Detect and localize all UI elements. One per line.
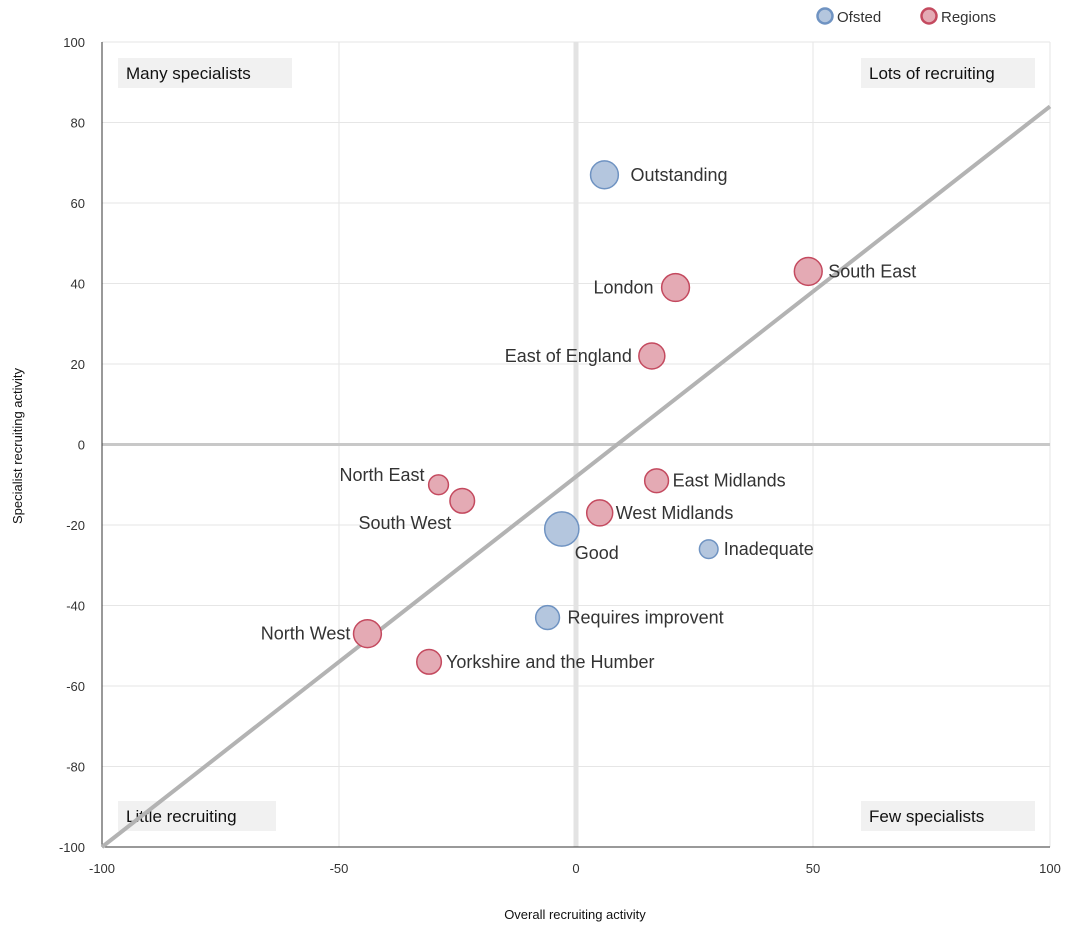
data-point [352, 619, 383, 649]
quadrant-label: Many specialists [126, 64, 251, 83]
quadrant-label: Lots of recruiting [869, 64, 995, 83]
data-point [660, 272, 691, 303]
data-point [698, 539, 719, 560]
x-tick-label: 50 [806, 861, 820, 876]
axes: -100 -80 -60 -40 -20 0 20 40 60 80 100 -100 -50 0 50 10… [59, 35, 1061, 876]
quadrant-label: Few specialists [869, 807, 984, 826]
data-point [585, 499, 614, 527]
data-points [352, 160, 823, 675]
data-point [534, 604, 561, 631]
x-tick-label: -50 [330, 861, 349, 876]
trend-line [100, 104, 1052, 849]
data-point [449, 487, 476, 514]
y-axis-title: Specialist recruiting activity [10, 367, 25, 524]
legend: Ofsted Regions [816, 7, 996, 26]
point-label: East of England [505, 346, 632, 366]
x-tick-label: 100 [1039, 861, 1061, 876]
data-point [416, 648, 443, 675]
data-point [543, 511, 580, 547]
y-tick-label: -20 [66, 518, 85, 533]
data-point [643, 468, 670, 494]
y-tick-label: -80 [66, 760, 85, 775]
data-point [589, 160, 620, 190]
legend-marker [816, 7, 834, 25]
data-point [427, 474, 450, 496]
point-label: Requires improvent [568, 608, 724, 628]
grid-lines [102, 41, 1051, 847]
point-label: Good [575, 543, 619, 563]
quadrant-label-box [861, 58, 1035, 88]
y-tick-label: 100 [63, 35, 85, 50]
y-tick-label: 80 [71, 116, 85, 131]
x-tick-label: 0 [572, 861, 579, 876]
point-label: London [593, 278, 653, 298]
y-tick-label: 40 [71, 277, 85, 292]
data-point [638, 342, 666, 370]
point-labels: Outstanding Good Inadequate Requires improv… [261, 165, 917, 672]
point-label: South West [359, 513, 452, 533]
legend-label: Ofsted [837, 9, 881, 26]
data-point [793, 256, 823, 287]
y-tick-label: 60 [71, 196, 85, 211]
point-label: North West [261, 624, 351, 644]
legend-marker [920, 7, 938, 25]
point-label: East Midlands [673, 471, 786, 491]
point-label: Outstanding [630, 165, 727, 185]
y-tick-label: -60 [66, 679, 85, 694]
quadrant-label: Little recruiting [126, 807, 237, 826]
quadrant-label-box [861, 801, 1035, 831]
point-label: Inadequate [724, 539, 814, 559]
y-tick-label: -40 [66, 599, 85, 614]
point-label: West Midlands [616, 503, 734, 523]
x-axis-title: Overall recruiting activity [504, 907, 646, 922]
y-tick-label: -100 [59, 840, 85, 855]
y-tick-label: 20 [71, 357, 85, 372]
quadrant-label-box [118, 58, 292, 88]
trend-line-path [100, 104, 1052, 849]
legend-label: Regions [941, 9, 996, 26]
quadrant-labels: Many specialists Lots of recruiting Little… [118, 58, 1035, 831]
point-label: North East [339, 465, 424, 485]
x-tick-label: -100 [89, 861, 115, 876]
y-tick-label: 0 [78, 438, 85, 453]
point-label: South East [828, 261, 916, 281]
point-label: Yorkshire and the Humber [446, 652, 654, 672]
